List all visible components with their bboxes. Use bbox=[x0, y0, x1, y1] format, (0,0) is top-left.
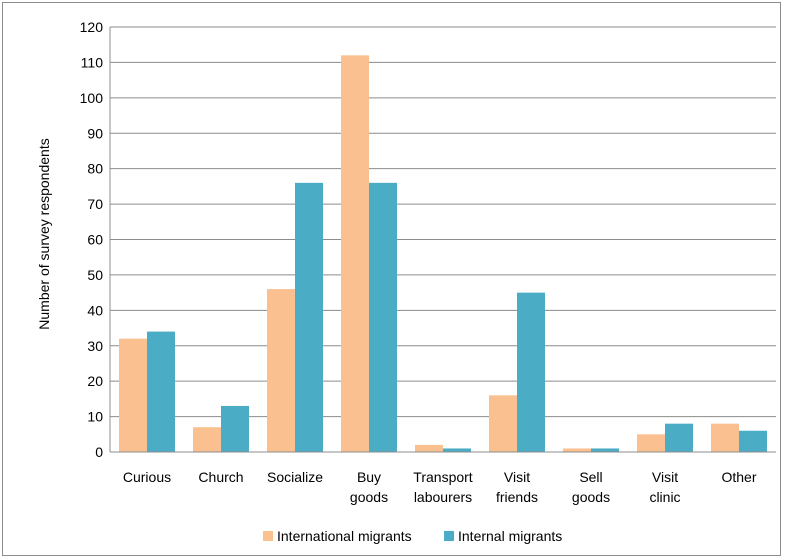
y-axis-title: Number of survey respondents bbox=[36, 138, 52, 329]
y-tick-label: 30 bbox=[87, 338, 103, 354]
x-tick-label: Sell bbox=[579, 469, 602, 485]
y-tick-label: 40 bbox=[87, 302, 103, 318]
y-tick-label: 100 bbox=[80, 90, 104, 106]
x-axis-labels: Curious Church Socialize Buy goods Transport l… bbox=[123, 469, 757, 505]
y-tick-label: 10 bbox=[87, 409, 103, 425]
bar bbox=[665, 423, 693, 452]
bar bbox=[711, 423, 739, 452]
bar bbox=[591, 448, 619, 452]
bar bbox=[193, 427, 221, 452]
x-tick-label: Buy bbox=[357, 469, 381, 485]
y-tick-label: 110 bbox=[81, 54, 104, 70]
y-tick-label: 20 bbox=[87, 373, 103, 389]
x-tick-label: Curious bbox=[123, 469, 171, 485]
legend-label: International migrants bbox=[277, 528, 412, 544]
y-tick-label: 90 bbox=[87, 125, 103, 141]
bar bbox=[295, 182, 323, 453]
y-tick-label: 70 bbox=[87, 196, 103, 212]
bar bbox=[517, 292, 545, 452]
bar bbox=[739, 430, 767, 452]
legend-swatch bbox=[263, 531, 273, 541]
x-tick-label: Transport bbox=[413, 469, 473, 485]
bars bbox=[119, 55, 767, 453]
bar bbox=[443, 448, 471, 452]
x-tick-label: Socialize bbox=[267, 469, 323, 485]
legend-label: Internal migrants bbox=[458, 528, 562, 544]
bar bbox=[119, 338, 147, 452]
x-tick-label: Visit bbox=[652, 469, 678, 485]
bar bbox=[341, 55, 369, 452]
y-tick-label: 60 bbox=[87, 232, 103, 248]
bar bbox=[369, 182, 397, 453]
bar bbox=[267, 289, 295, 452]
y-axis-ticks: 0 10 20 30 40 50 60 70 80 90 100 110 120 bbox=[80, 19, 104, 460]
gridlines bbox=[110, 26, 776, 418]
x-tick-label: labourers bbox=[414, 489, 472, 505]
x-axis bbox=[109, 27, 776, 453]
x-tick-label: friends bbox=[496, 489, 538, 505]
x-tick-label: goods bbox=[572, 489, 610, 505]
x-tick-label: Church bbox=[198, 469, 243, 485]
y-tick-label: 80 bbox=[87, 161, 103, 177]
legend-swatch bbox=[444, 531, 454, 541]
bar bbox=[147, 331, 175, 452]
y-tick-label: 50 bbox=[87, 267, 103, 283]
bar bbox=[563, 448, 591, 452]
bar bbox=[415, 444, 443, 452]
y-tick-label: 120 bbox=[80, 19, 104, 35]
x-tick-label: clinic bbox=[649, 489, 680, 505]
y-tick-label: 0 bbox=[95, 444, 103, 460]
legend: International migrants Internal migrants bbox=[263, 528, 562, 544]
x-tick-label: goods bbox=[350, 489, 388, 505]
bar bbox=[637, 434, 665, 452]
x-tick-label: Other bbox=[721, 469, 756, 485]
bar bbox=[489, 395, 517, 452]
x-tick-label: Visit bbox=[504, 469, 530, 485]
bar bbox=[221, 405, 249, 452]
